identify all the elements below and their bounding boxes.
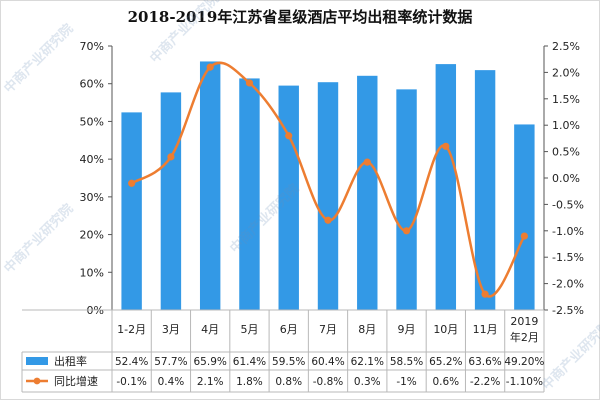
line-series-yoy bbox=[130, 61, 526, 298]
category-label: 年2月 bbox=[510, 330, 539, 344]
data-label: 58.5% bbox=[390, 356, 423, 368]
chart-title: 2018-2019年江苏省星级酒店平均出租率统计数据 bbox=[127, 8, 473, 26]
line-point bbox=[206, 63, 214, 71]
y-right-tick-label: 2.0% bbox=[552, 66, 580, 79]
y-left-tick-label: 60% bbox=[80, 78, 104, 91]
y-right-tick-label: -0.5% bbox=[552, 198, 584, 211]
data-label: 57.7% bbox=[154, 356, 187, 368]
category-label: 3月 bbox=[162, 323, 180, 336]
y-left-tick-label: 40% bbox=[80, 153, 104, 166]
category-label: 6月 bbox=[280, 323, 298, 336]
bar bbox=[435, 64, 457, 310]
line-point bbox=[520, 232, 528, 240]
y-left-tick-label: 50% bbox=[80, 115, 104, 128]
y-left-tick-label: 20% bbox=[80, 229, 104, 242]
bar bbox=[239, 78, 260, 310]
data-label: 1.8% bbox=[236, 376, 263, 388]
legend-key-marker bbox=[33, 377, 41, 385]
bar bbox=[317, 82, 339, 310]
category-label: 7月 bbox=[319, 323, 337, 336]
y-right-tick-label: 0.0% bbox=[552, 172, 580, 185]
legend-key-bar bbox=[26, 357, 48, 365]
line-point bbox=[402, 227, 411, 235]
bar bbox=[474, 70, 496, 310]
data-label: 59.5% bbox=[272, 356, 305, 368]
line-point bbox=[324, 216, 332, 224]
y-right-tick-label: -1.5% bbox=[552, 251, 584, 264]
data-label: 65.9% bbox=[194, 356, 227, 368]
legend-label: 同比增速 bbox=[54, 374, 98, 388]
line-point bbox=[481, 290, 489, 298]
y-right-tick-label: 1.5% bbox=[552, 93, 580, 106]
category-label: 5月 bbox=[240, 323, 258, 336]
data-label: 0.8% bbox=[275, 376, 302, 388]
data-label: -2.2% bbox=[470, 376, 500, 388]
bar bbox=[199, 61, 221, 310]
line-point bbox=[128, 179, 136, 187]
category-label: 9月 bbox=[398, 323, 416, 336]
legend-label: 出租率 bbox=[54, 354, 87, 368]
data-label: 49.20% bbox=[504, 356, 544, 368]
category-label: 11月 bbox=[473, 323, 498, 336]
bar bbox=[121, 112, 142, 311]
category-label: 2019 bbox=[510, 315, 538, 328]
line-point bbox=[442, 142, 450, 150]
category-label: 8月 bbox=[358, 323, 376, 336]
category-label: 1-2月 bbox=[117, 323, 146, 336]
category-label: 10月 bbox=[433, 323, 458, 336]
y-right-tick-label: -2.5% bbox=[552, 304, 584, 317]
data-label: -1.10% bbox=[506, 376, 543, 388]
data-label: 0.4% bbox=[158, 376, 185, 388]
data-label: 60.4% bbox=[311, 356, 344, 368]
data-label: 65.2% bbox=[429, 356, 462, 368]
y-right-tick-label: 2.5% bbox=[552, 40, 580, 53]
data-label: 0.6% bbox=[432, 376, 459, 388]
data-label: 0.3% bbox=[354, 376, 381, 388]
category-label: 4月 bbox=[201, 323, 219, 336]
line-point bbox=[285, 132, 293, 140]
bar bbox=[278, 85, 299, 310]
data-label: 52.4% bbox=[115, 356, 148, 368]
data-label: -0.1% bbox=[116, 376, 146, 388]
line-point bbox=[363, 158, 371, 166]
data-label: -0.8% bbox=[313, 376, 343, 388]
y-right-tick-label: 1.0% bbox=[552, 119, 580, 132]
bar bbox=[160, 92, 182, 310]
y-right-tick-label: 0.5% bbox=[552, 146, 580, 159]
y-left-tick-label: 70% bbox=[80, 40, 104, 53]
data-label: 61.4% bbox=[233, 356, 266, 368]
y-left-tick-label: 10% bbox=[80, 266, 104, 279]
y-left-tick-label: 30% bbox=[80, 191, 104, 204]
data-label: 62.1% bbox=[351, 356, 384, 368]
data-label: 63.6% bbox=[468, 356, 501, 368]
bar bbox=[357, 75, 378, 311]
line-point bbox=[167, 153, 175, 161]
bar bbox=[514, 124, 535, 311]
line-point bbox=[245, 79, 254, 87]
bar bbox=[396, 89, 417, 310]
y-right-tick-label: -1.0% bbox=[552, 225, 584, 238]
y-right-tick-label: -2.0% bbox=[552, 278, 584, 291]
data-label: -1% bbox=[396, 376, 416, 388]
data-label: 2.1% bbox=[197, 376, 224, 388]
